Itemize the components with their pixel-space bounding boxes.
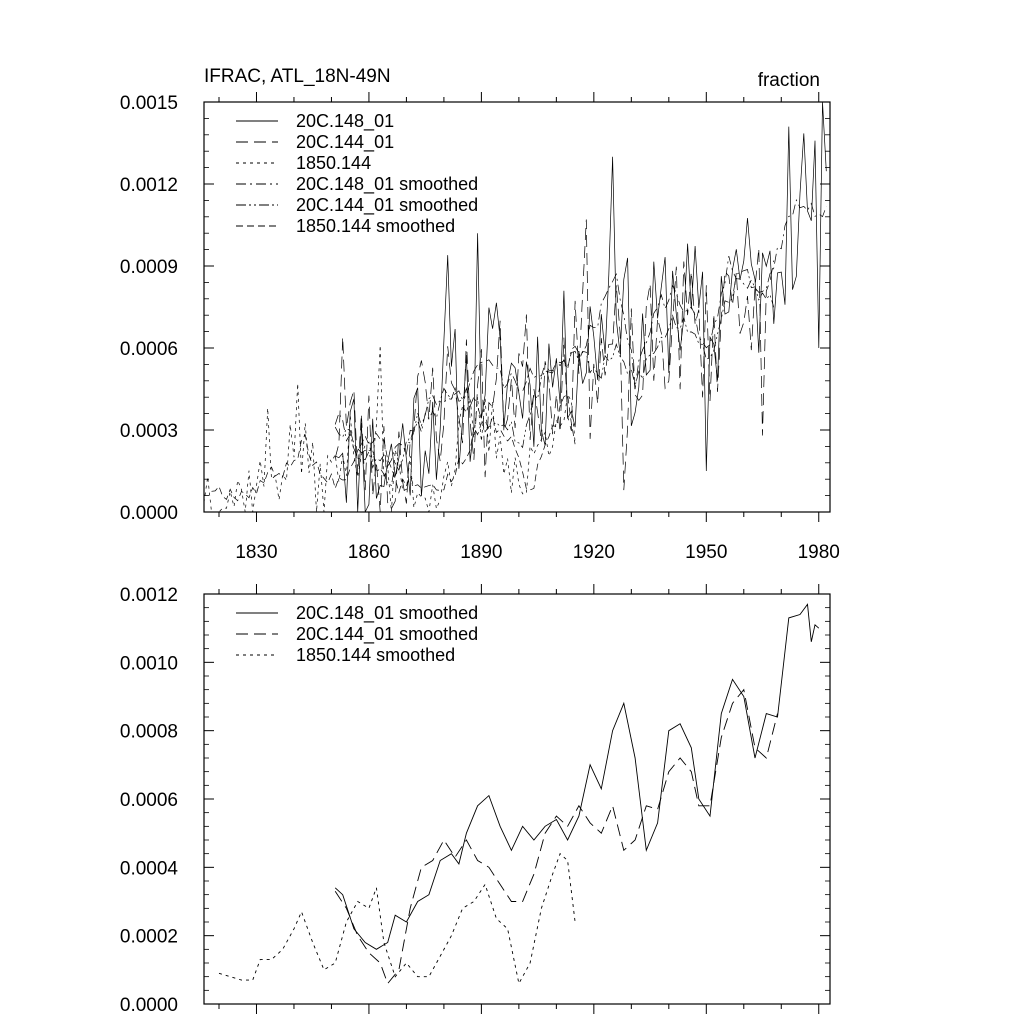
- series-line-2: [204, 345, 576, 512]
- y-tick-label: 0.0004: [120, 858, 179, 879]
- legend-entry: 1850.144: [296, 153, 371, 173]
- top-panel: IFRAC, ATL_18N-49N fraction 0.0000 0.0003…: [120, 66, 840, 563]
- series-line-5: [211, 394, 576, 502]
- x-tick-label: 1980: [798, 542, 840, 563]
- y-tick-label: 0.0003: [120, 421, 178, 442]
- y-tick-label: 0.0006: [120, 790, 178, 811]
- series-group: [218, 603, 820, 985]
- y-tick-label: 0.0002: [120, 927, 178, 948]
- legend-entry: 20C.148_01: [296, 111, 394, 132]
- y-tick-label: 0.0008: [120, 722, 178, 743]
- series-line-1: [334, 219, 775, 512]
- y-axis: 0.0000 0.0003 0.0006 0.0009 0.0012 0.0015: [120, 93, 830, 524]
- legend-entry: 20C.144_01 smoothed: [296, 195, 478, 216]
- chart-title: IFRAC, ATL_18N-49N: [204, 66, 391, 87]
- x-axis: 1830 1860 1890 1920 1950 1980: [218, 92, 840, 563]
- x-tick-label: 1920: [573, 542, 615, 563]
- series-line-0: [335, 102, 827, 512]
- y-tick-label: 0.0000: [120, 995, 178, 1016]
- plot-frame: [203, 101, 831, 513]
- y-axis: 0.0000 0.0002 0.0004 0.0006 0.0008 0.0010 0.00…: [120, 585, 830, 1016]
- x-tick-label: 1950: [685, 542, 727, 563]
- x-tick-label: 1860: [348, 542, 390, 563]
- x-tick-label: 1830: [235, 542, 277, 563]
- series-line-2: [218, 852, 576, 985]
- series-line-3: [334, 198, 827, 469]
- y-tick-label: 0.0009: [120, 257, 178, 278]
- series-line-4: [334, 269, 775, 486]
- series-line-0: [334, 603, 820, 950]
- legend-entry: 1850.144 smoothed: [296, 645, 455, 665]
- legend-entry: 20C.148_01 smoothed: [296, 603, 478, 624]
- series-line-1: [334, 688, 778, 985]
- x-tick-label: 1890: [460, 542, 502, 563]
- legend-entry: 20C.144_01: [296, 132, 394, 153]
- y-tick-label: 0.0015: [120, 93, 178, 114]
- units-label: fraction: [758, 70, 820, 91]
- y-tick-label: 0.0000: [120, 503, 178, 524]
- legend-entry: 20C.144_01 smoothed: [296, 624, 478, 645]
- bottom-panel: 0.0000 0.0002 0.0004 0.0006 0.0008 0.0010 0.00…: [120, 584, 831, 1016]
- legend-entry: 20C.148_01 smoothed: [296, 174, 478, 195]
- y-tick-label: 0.0012: [120, 175, 178, 196]
- legend-entry: 1850.144 smoothed: [296, 216, 455, 236]
- x-axis: [218, 584, 820, 1014]
- y-tick-label: 0.0010: [120, 653, 178, 674]
- y-tick-label: 0.0006: [120, 339, 178, 360]
- y-tick-label: 0.0012: [120, 585, 178, 606]
- series-group: [204, 102, 827, 512]
